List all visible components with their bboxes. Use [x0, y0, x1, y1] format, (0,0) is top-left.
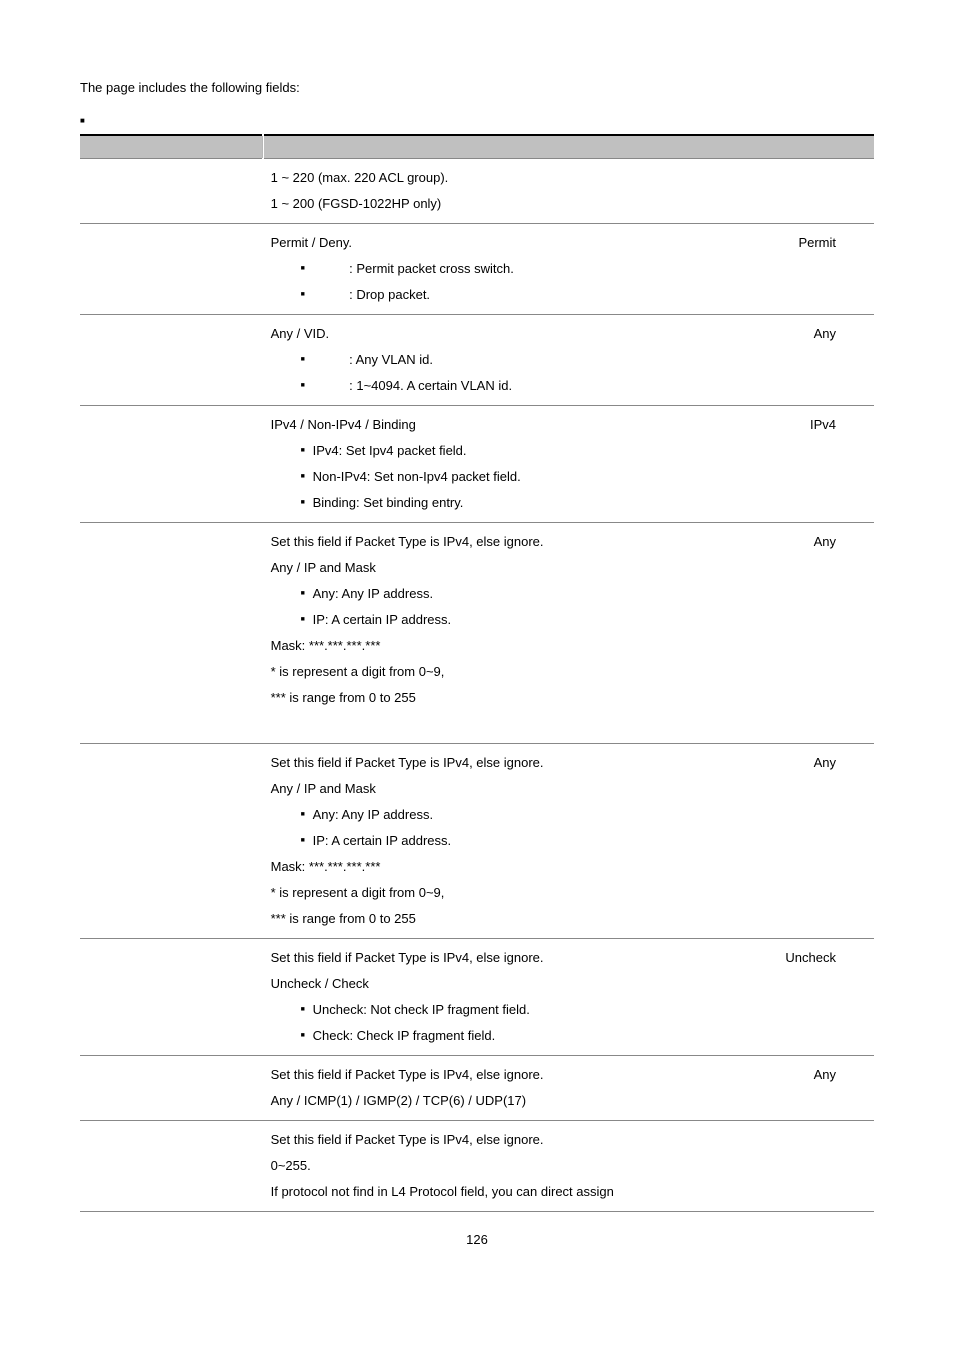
description-line: *** is range from 0 to 255 — [271, 685, 866, 711]
sub-list-item: : Drop packet. — [271, 282, 866, 308]
table-header-row — [80, 135, 874, 159]
row-description: Any Set this field if Packet Type is IPv4… — [263, 523, 874, 744]
description-line: Any / IP and Mask — [271, 555, 866, 581]
row-label — [80, 224, 263, 315]
row-description: Any Set this field if Packet Type is IPv4… — [263, 1056, 874, 1121]
row-label — [80, 744, 263, 939]
description-headline: Any Any / VID. — [271, 321, 866, 347]
square-icon: ■ — [80, 116, 85, 125]
sub-list: IPv4: Set Ipv4 packet field.Non-IPv4: Se… — [271, 438, 866, 516]
row-label — [80, 406, 263, 523]
table-row: Any Set this field if Packet Type is IPv4… — [80, 523, 874, 744]
description-headline: Any Set this field if Packet Type is IPv4… — [271, 529, 866, 555]
sub-list: Any: Any IP address.IP: A certain IP add… — [271, 802, 866, 854]
description-line: Set this field if Packet Type is IPv4, e… — [271, 1127, 866, 1153]
description-line: 1 ~ 220 (max. 220 ACL group). — [271, 165, 866, 191]
sub-list-item: Non-IPv4: Set non-Ipv4 packet field. — [271, 464, 866, 490]
spacer — [271, 711, 866, 737]
row-description: Uncheck Set this field if Packet Type is … — [263, 939, 874, 1056]
default-value: Any — [814, 321, 836, 347]
description-headline: IPv4 IPv4 / Non-IPv4 / Binding — [271, 412, 866, 438]
description-line: *** is range from 0 to 255 — [271, 906, 866, 932]
row-description: Any Set this field if Packet Type is IPv4… — [263, 744, 874, 939]
default-value: Any — [814, 529, 836, 555]
description-headline: Uncheck Set this field if Packet Type is … — [271, 945, 866, 971]
headline-text: Set this field if Packet Type is IPv4, e… — [271, 1067, 544, 1082]
headline-text: Permit / Deny. — [271, 235, 352, 250]
sub-list: Uncheck: Not check IP fragment field.Che… — [271, 997, 866, 1049]
sub-list-item: IP: A certain IP address. — [271, 828, 866, 854]
table-row: Any Set this field if Packet Type is IPv4… — [80, 744, 874, 939]
sub-list: : Any VLAN id. : 1~4094. A certain VLAN … — [271, 347, 866, 399]
page-container: The page includes the following fields: … — [0, 0, 954, 1287]
description-headline: Any Set this field if Packet Type is IPv4… — [271, 750, 866, 776]
header-col-object — [80, 135, 263, 159]
headline-text: Set this field if Packet Type is IPv4, e… — [271, 755, 544, 770]
table-row: Any Any / VID. : Any VLAN id. : 1~4094. A… — [80, 315, 874, 406]
description-line: Mask: ***.***.***.*** — [271, 854, 866, 880]
sub-list-item: : Any VLAN id. — [271, 347, 866, 373]
sub-list-item: : 1~4094. A certain VLAN id. — [271, 373, 866, 399]
row-label — [80, 939, 263, 1056]
description-line: Uncheck / Check — [271, 971, 866, 997]
sub-list-item: Any: Any IP address. — [271, 581, 866, 607]
default-value: Any — [814, 1062, 836, 1088]
default-value: Any — [814, 750, 836, 776]
page-number: 126 — [80, 1232, 874, 1247]
table-row: IPv4 IPv4 / Non-IPv4 / Binding IPv4: Set I… — [80, 406, 874, 523]
row-description: Set this field if Packet Type is IPv4, e… — [263, 1121, 874, 1212]
intro-text: The page includes the following fields: — [80, 80, 874, 95]
sub-list-item: IP: A certain IP address. — [271, 607, 866, 633]
row-description: 1 ~ 220 (max. 220 ACL group).1 ~ 200 (FG… — [263, 159, 874, 224]
description-line: Any / IP and Mask — [271, 776, 866, 802]
description-line: Mask: ***.***.***.*** — [271, 633, 866, 659]
default-value: Uncheck — [785, 945, 836, 971]
description-line: If protocol not find in L4 Protocol fiel… — [271, 1179, 866, 1205]
headline-text: IPv4 / Non-IPv4 / Binding — [271, 417, 416, 432]
default-value: IPv4 — [810, 412, 836, 438]
headline-text: Set this field if Packet Type is IPv4, e… — [271, 534, 544, 549]
fields-table: 1 ~ 220 (max. 220 ACL group).1 ~ 200 (FG… — [80, 134, 874, 1212]
sub-list-item: Any: Any IP address. — [271, 802, 866, 828]
description-line: * is represent a digit from 0~9, — [271, 880, 866, 906]
sub-list-item: Check: Check IP fragment field. — [271, 1023, 866, 1049]
row-description: IPv4 IPv4 / Non-IPv4 / Binding IPv4: Set I… — [263, 406, 874, 523]
row-description: Permit Permit / Deny. : Permit packet cro… — [263, 224, 874, 315]
sub-list: Any: Any IP address.IP: A certain IP add… — [271, 581, 866, 633]
table-row: Any Set this field if Packet Type is IPv4… — [80, 1056, 874, 1121]
row-label — [80, 159, 263, 224]
row-label — [80, 1056, 263, 1121]
sub-list: : Permit packet cross switch. : Drop pac… — [271, 256, 866, 308]
row-description: Any Any / VID. : Any VLAN id. : 1~4094. A… — [263, 315, 874, 406]
headline-text: Set this field if Packet Type is IPv4, e… — [271, 950, 544, 965]
header-col-description — [263, 135, 874, 159]
table-row: Uncheck Set this field if Packet Type is … — [80, 939, 874, 1056]
table-row: Set this field if Packet Type is IPv4, e… — [80, 1121, 874, 1212]
description-line: 0~255. — [271, 1153, 866, 1179]
sub-list-item: Binding: Set binding entry. — [271, 490, 866, 516]
sub-list-item: Uncheck: Not check IP fragment field. — [271, 997, 866, 1023]
sub-list-item: IPv4: Set Ipv4 packet field. — [271, 438, 866, 464]
default-value: Permit — [798, 230, 836, 256]
sub-list-item: : Permit packet cross switch. — [271, 256, 866, 282]
section-bullet: ■ — [80, 113, 874, 128]
row-label — [80, 523, 263, 744]
row-label — [80, 1121, 263, 1212]
table-body: 1 ~ 220 (max. 220 ACL group).1 ~ 200 (FG… — [80, 159, 874, 1212]
table-row: 1 ~ 220 (max. 220 ACL group).1 ~ 200 (FG… — [80, 159, 874, 224]
row-label — [80, 315, 263, 406]
description-line: Any / ICMP(1) / IGMP(2) / TCP(6) / UDP(1… — [271, 1088, 866, 1114]
description-headline: Any Set this field if Packet Type is IPv4… — [271, 1062, 866, 1088]
description-headline: Permit Permit / Deny. — [271, 230, 866, 256]
table-row: Permit Permit / Deny. : Permit packet cro… — [80, 224, 874, 315]
description-line: * is represent a digit from 0~9, — [271, 659, 866, 685]
description-line: 1 ~ 200 (FGSD-1022HP only) — [271, 191, 866, 217]
headline-text: Any / VID. — [271, 326, 330, 341]
